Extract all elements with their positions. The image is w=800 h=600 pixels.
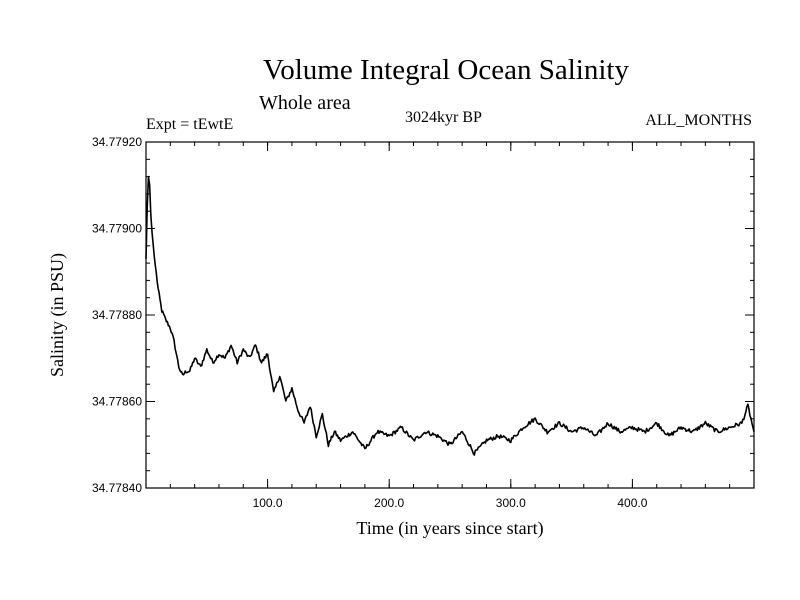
- y-tick-label: 34.77900: [92, 222, 142, 236]
- tick-labels-layer: 100.0 200.0 300.0 400.0 34.77840 34.77860 34.7…: [92, 135, 648, 510]
- y-tick-label: 34.77880: [92, 308, 142, 322]
- y-tick-label: 34.77840: [92, 481, 142, 495]
- months-label: ALL_MONTHS: [645, 112, 752, 129]
- y-axis-label: Salinity (in PSU): [47, 253, 68, 377]
- x-tick-label: 100.0: [253, 496, 283, 510]
- x-tick-label: 400.0: [617, 496, 647, 510]
- x-axis-label: Time (in years since start): [356, 518, 543, 539]
- period-label: 3024kyr BP: [405, 109, 482, 126]
- salinity-series-line: [145, 175, 755, 456]
- ticks-layer: [146, 141, 754, 489]
- chart-subtitle: Whole area: [259, 92, 351, 114]
- experiment-label: Expt = tEwtE: [146, 116, 234, 133]
- y-tick-label: 34.77860: [92, 395, 142, 409]
- plot-frame: [145, 141, 755, 489]
- chart-title: Volume Integral Ocean Salinity: [263, 54, 629, 86]
- y-tick-label: 34.77920: [92, 135, 142, 149]
- x-tick-label: 200.0: [374, 496, 404, 510]
- x-tick-label: 300.0: [496, 496, 526, 510]
